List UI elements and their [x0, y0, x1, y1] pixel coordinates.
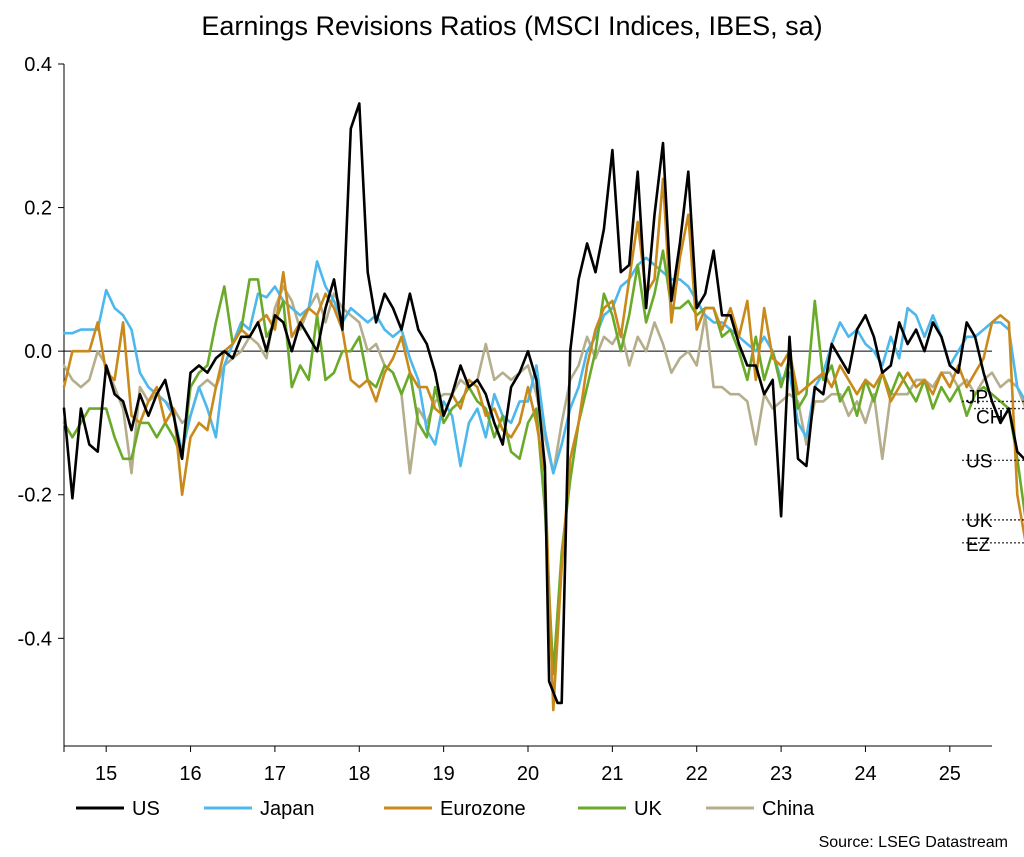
series-lines — [62, 102, 1024, 712]
legend-label-us: US — [132, 798, 160, 820]
y-axis-ticks: 0.4 0.2 0.0 -0.2 -0.4 — [18, 54, 64, 650]
x-tick-label: 23 — [770, 763, 792, 785]
x-tick-label: 20 — [517, 763, 539, 785]
x-tick-label: 25 — [939, 763, 961, 785]
x-axis-ticks: 15 16 17 18 19 20 21 22 23 24 25 — [63, 746, 961, 785]
legend: US Japan Eurozone UK China — [76, 798, 815, 820]
end-label-jp: JP — [966, 387, 988, 408]
x-tick-label: 16 — [179, 763, 201, 785]
x-tick-label: 15 — [95, 763, 117, 785]
legend-label-uk: UK — [634, 798, 662, 820]
legend-label-japan: Japan — [260, 798, 315, 820]
end-label-ez: EZ — [966, 535, 991, 556]
end-label-ch: CH — [976, 408, 1003, 429]
x-tick-label: 24 — [854, 763, 876, 785]
y-tick-label: 0.4 — [24, 54, 52, 76]
end-label-us: US — [966, 451, 992, 472]
y-tick-label: 0.2 — [24, 198, 52, 220]
end-label-uk: UK — [966, 511, 993, 532]
x-tick-label: 17 — [264, 763, 286, 785]
legend-label-eurozone: Eurozone — [440, 798, 526, 820]
legend-label-china: China — [762, 798, 815, 820]
series-line-us — [62, 102, 1024, 705]
x-tick-label: 18 — [348, 763, 370, 785]
x-tick-label: 21 — [601, 763, 623, 785]
x-tick-label: 22 — [686, 763, 708, 785]
y-tick-label: -0.2 — [18, 485, 52, 507]
x-tick-label: 19 — [433, 763, 455, 785]
source-note: Source: LSEG Datastream — [819, 834, 1008, 851]
y-tick-label: 0.0 — [24, 341, 52, 363]
y-tick-label: -0.4 — [18, 628, 52, 650]
series-line-japan — [62, 256, 1024, 475]
chart-title: Earnings Revisions Ratios (MSCI Indices,… — [201, 11, 822, 41]
